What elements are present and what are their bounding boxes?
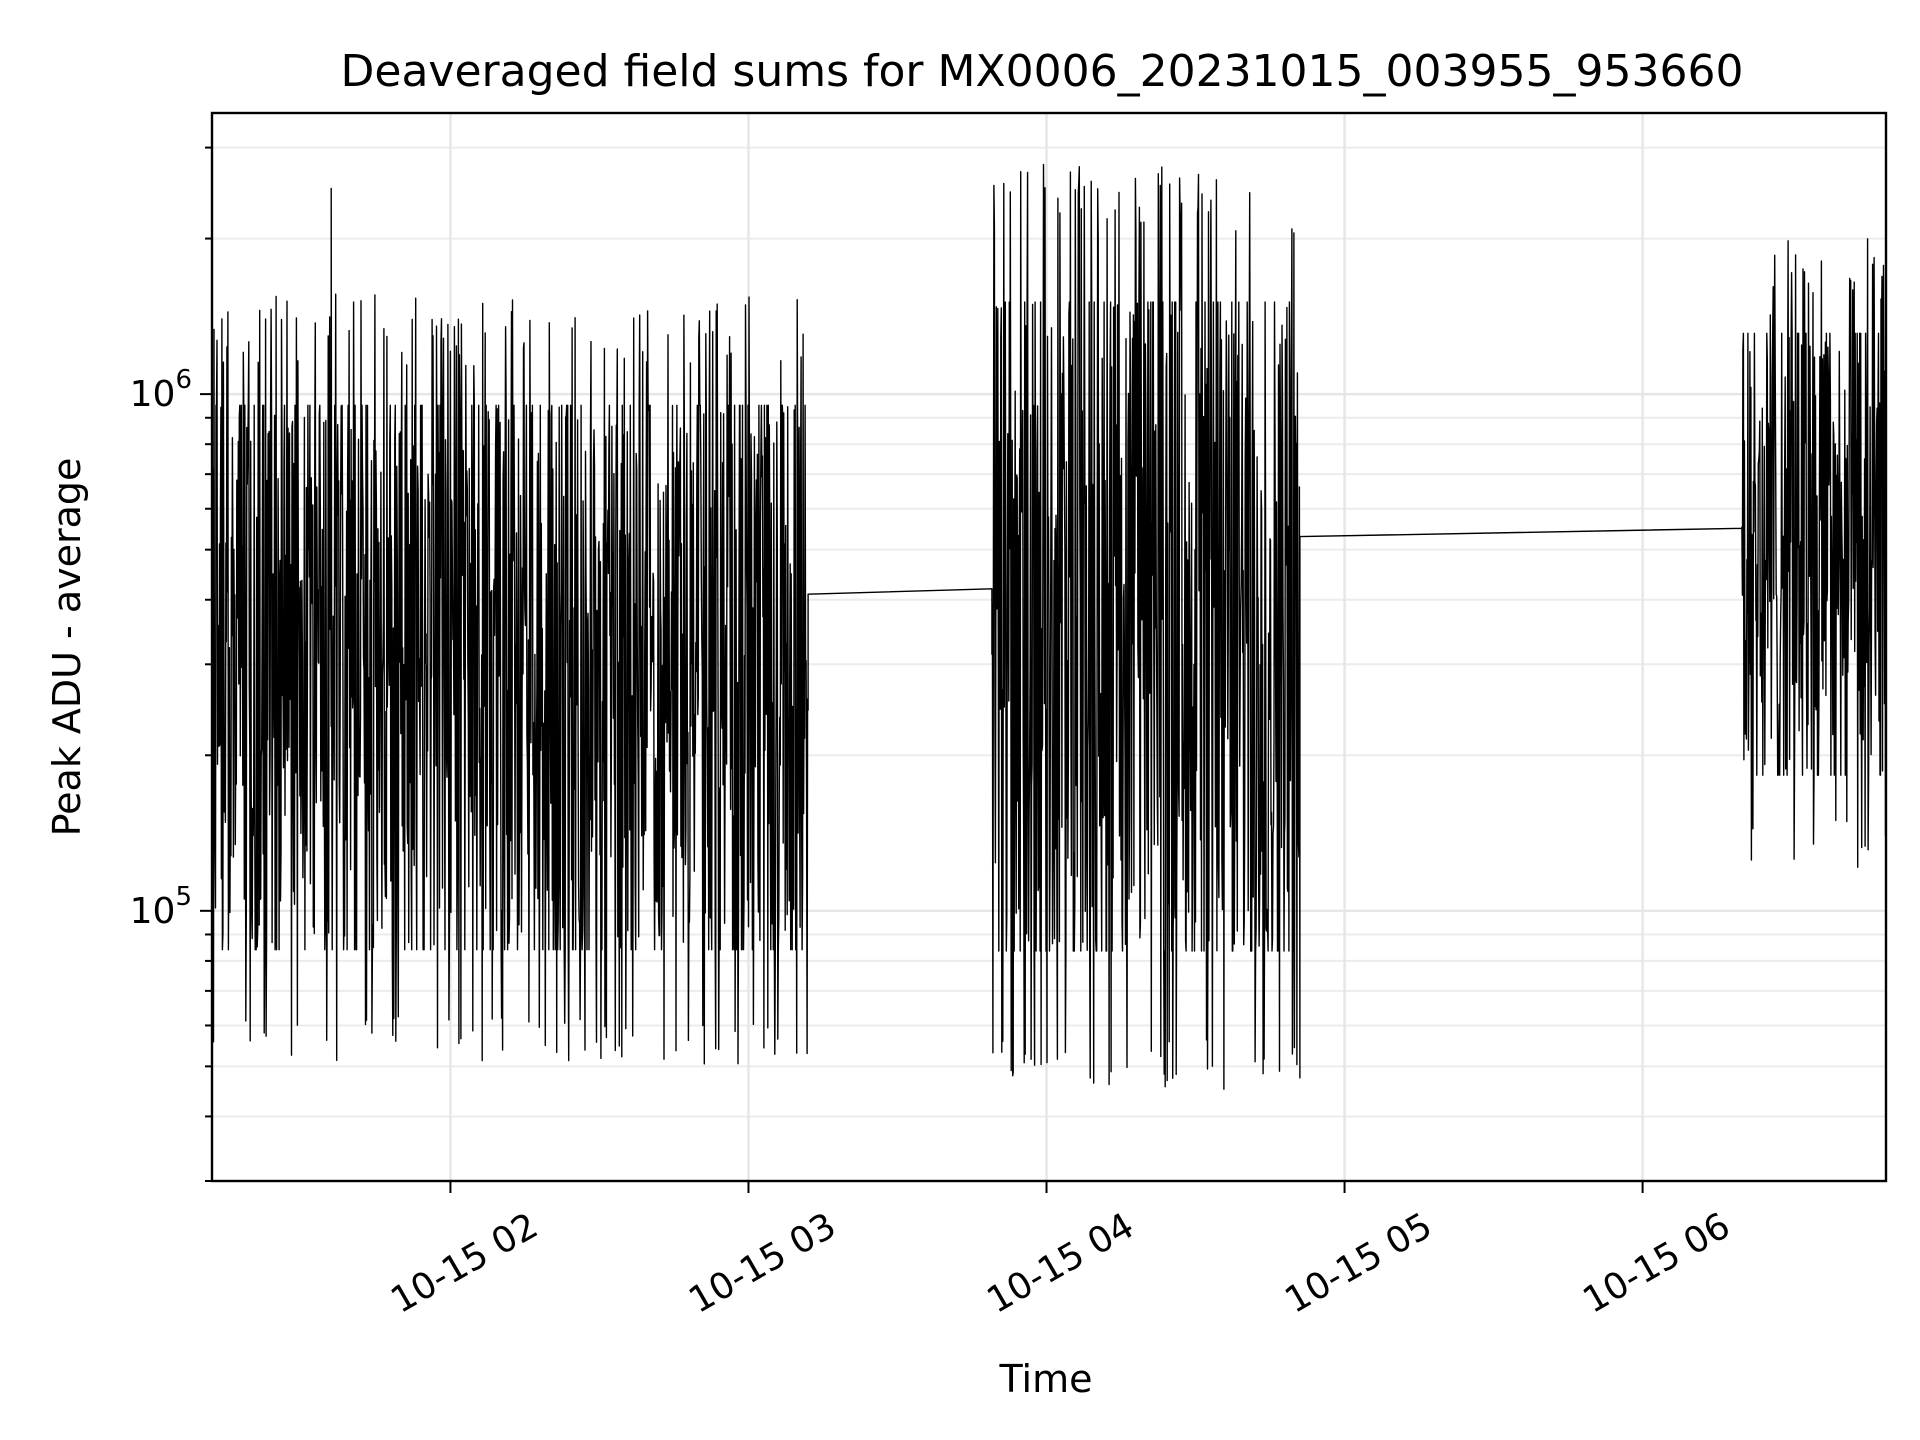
y-tick-base: 10 <box>130 374 176 415</box>
y-tick-label: 106 <box>130 365 192 415</box>
chart-title: Deaveraged field sums for MX0006_2023101… <box>341 46 1744 97</box>
series-line <box>211 163 1887 1090</box>
y-tick-label: 105 <box>130 882 192 932</box>
y-tick-exponent: 5 <box>175 882 192 912</box>
y-tick-base: 10 <box>130 891 176 932</box>
x-axis-label: Time <box>999 1357 1093 1401</box>
series-group <box>211 163 1887 1090</box>
y-axis-label: Peak ADU - average <box>45 458 89 837</box>
y-tick-exponent: 6 <box>175 365 192 395</box>
plot-frame <box>210 111 1888 1183</box>
